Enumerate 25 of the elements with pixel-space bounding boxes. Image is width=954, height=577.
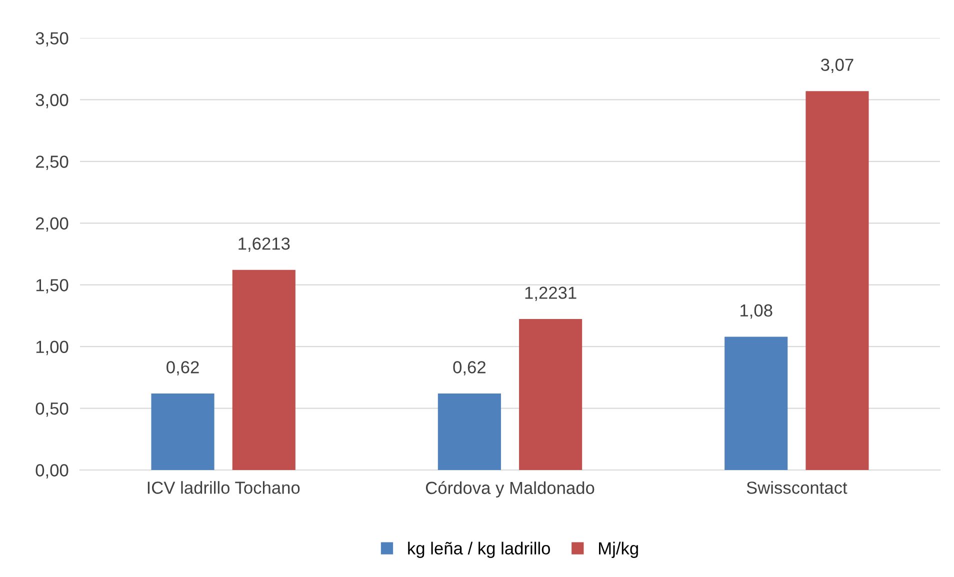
x-tick-label: ICV ladrillo Tochano (148, 481, 300, 494)
data-label: 1,6213 (238, 237, 290, 252)
legend-label: Mj/kg (599, 542, 638, 558)
bar (232, 270, 296, 470)
y-tick-label: 3,00 (36, 94, 68, 108)
x-tick-label: Swisscontact (746, 481, 848, 494)
data-label: 3,07 (821, 58, 854, 74)
x-tick-label: Córdova y Maldonado (426, 481, 594, 498)
y-tick-label: 1,50 (36, 279, 68, 294)
bar (724, 336, 788, 470)
y-tick-label: 1,00 (36, 340, 68, 356)
bar (519, 319, 582, 470)
data-label: 0,62 (453, 361, 486, 376)
legend-label: kg leña / kg ladrillo (408, 542, 550, 558)
bar (438, 393, 501, 470)
y-tick-label: 0,50 (36, 402, 68, 417)
y-tick-label: 3,50 (36, 32, 68, 47)
data-label: 1,2231 (525, 286, 576, 301)
y-tick-label: 2,50 (36, 156, 68, 170)
y-tick-label: 2,00 (36, 217, 68, 232)
y-tick-label: 0,00 (36, 464, 68, 479)
bar (151, 393, 214, 470)
data-label: 0,62 (166, 361, 199, 376)
bar (806, 91, 869, 470)
data-label: 1,08 (740, 304, 772, 319)
